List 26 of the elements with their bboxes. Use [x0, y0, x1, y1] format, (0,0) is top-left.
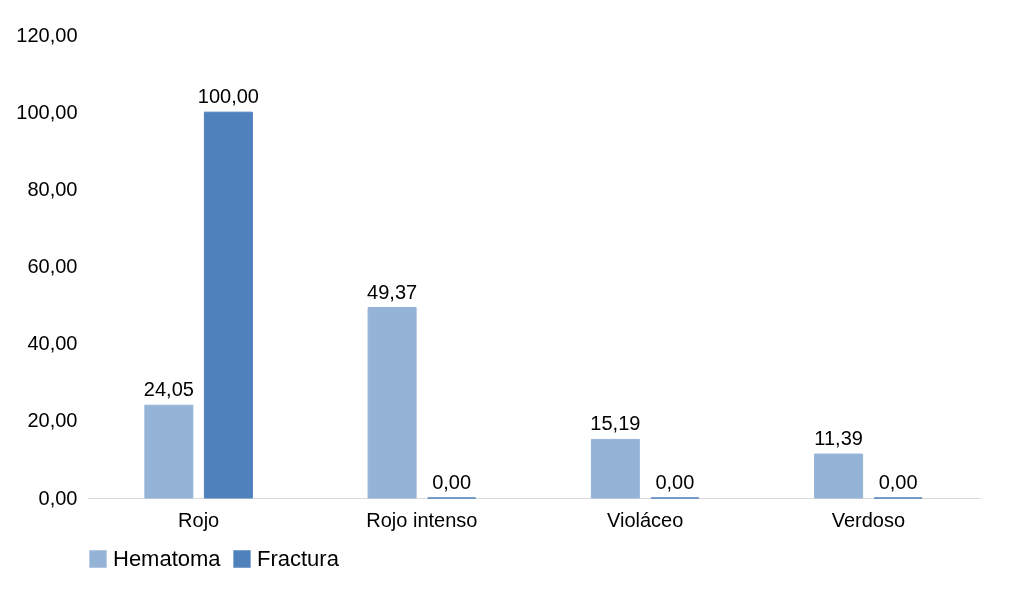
bar [203, 111, 253, 499]
data-label: 0,00 [878, 471, 918, 493]
data-label: 49,37 [367, 280, 418, 303]
legend-label: Hematoma [113, 546, 222, 571]
legend-label: Fractura [257, 546, 340, 571]
y-tick-label: 100,00 [16, 100, 78, 123]
data-label: 11,39 [814, 427, 863, 450]
x-tick-label: Verdoso [831, 508, 906, 531]
bar [367, 307, 417, 499]
x-tick-label: Violáceo [606, 508, 684, 531]
y-tick-label: 120,00 [16, 23, 78, 46]
y-tick-label: 60,00 [27, 255, 78, 277]
bar [590, 438, 640, 499]
data-label: 24,05 [143, 378, 194, 401]
y-tick-label: 0,00 [38, 486, 78, 509]
data-label: 100,00 [197, 85, 259, 108]
bar [144, 404, 194, 499]
x-tick-label: Rojo intenso [366, 508, 478, 531]
data-label: 15,19 [590, 412, 641, 435]
y-tick-label: 20,00 [27, 409, 78, 432]
data-label: 0,00 [432, 471, 472, 493]
data-label: 0,00 [655, 471, 695, 493]
bar [814, 453, 864, 499]
y-tick-label: 40,00 [27, 332, 78, 355]
y-tick-label: 80,00 [27, 177, 78, 200]
x-tick-label: Rojo [178, 508, 220, 531]
